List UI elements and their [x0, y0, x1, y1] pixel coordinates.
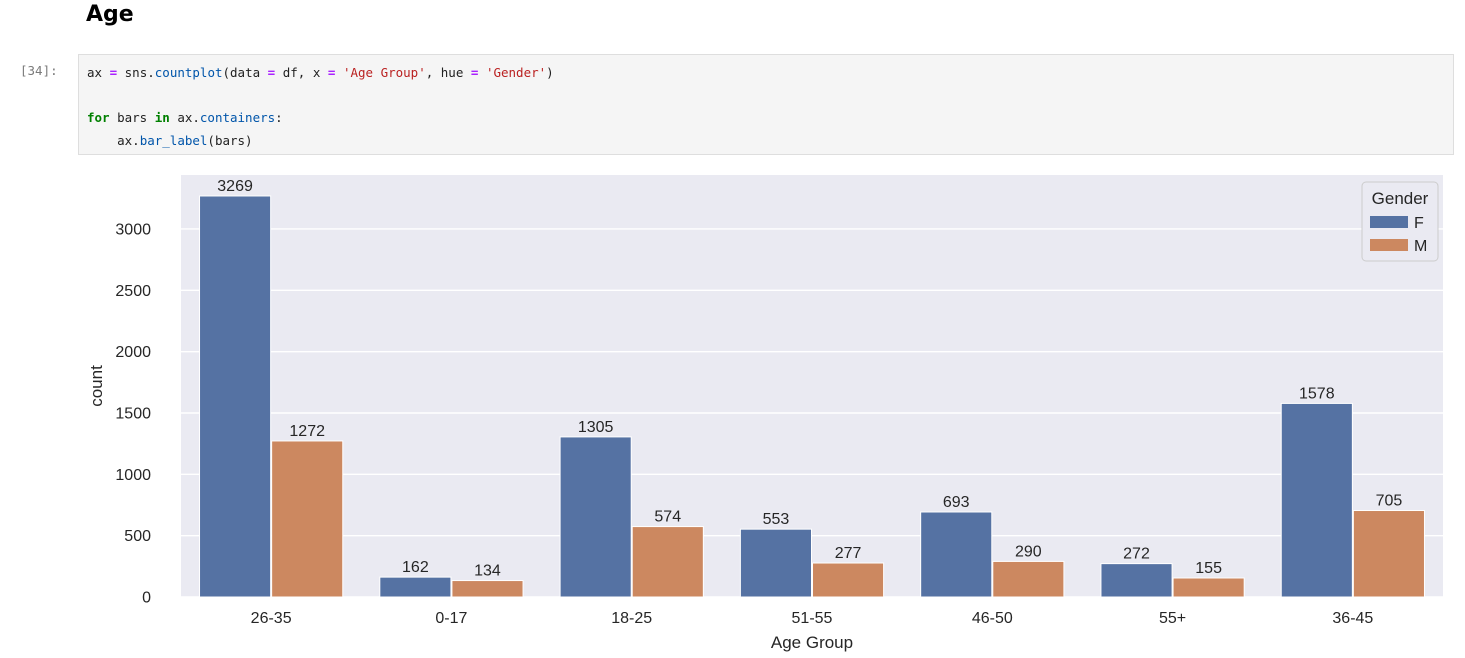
- y-tick-label: 3000: [115, 221, 151, 238]
- bar-M: [992, 560, 1065, 598]
- code-token: bars: [109, 110, 155, 125]
- code-token: ax: [87, 65, 103, 80]
- bar-M: [271, 440, 344, 598]
- bar-F: [1100, 563, 1173, 598]
- code-token: =: [267, 65, 276, 80]
- bar-value-label: 705: [1376, 493, 1403, 510]
- code-token: in: [154, 110, 170, 125]
- bar-F: [920, 511, 993, 598]
- code-token: =: [327, 65, 336, 80]
- x-axis-label: Age Group: [771, 633, 853, 652]
- code-line-4: ax.bar_label(bars): [87, 132, 253, 148]
- legend-swatch-F: [1370, 216, 1408, 228]
- code-token: 'Age Group': [342, 65, 426, 80]
- x-tick-label: 0-17: [435, 610, 467, 627]
- y-tick-label: 2000: [115, 344, 151, 361]
- bar-value-label: 162: [402, 559, 429, 576]
- legend-title: Gender: [1372, 189, 1429, 208]
- bar-value-label: 693: [943, 494, 970, 511]
- code-token: [335, 65, 343, 80]
- age-group-countplot: 0 500 1000 1500 2000 2500 3000 3269 1272 26-35 162…: [87, 175, 1443, 652]
- y-tick-label: 2500: [115, 283, 151, 300]
- code-line-3: for bars in ax.containers:: [87, 110, 283, 125]
- bar-value-label: 1305: [578, 419, 614, 436]
- bar-F: [379, 576, 452, 598]
- bar-value-label: 553: [763, 511, 790, 528]
- bar-value-label: 155: [1195, 560, 1222, 577]
- bar-M: [451, 580, 524, 598]
- y-tick-label: 0: [142, 590, 151, 607]
- bar-value-label: 272: [1123, 546, 1150, 563]
- code-token: =: [109, 65, 118, 80]
- cell-prompt: [34]:: [20, 63, 58, 78]
- y-tick-label: 500: [124, 528, 151, 545]
- code-line-1: ax = sns.countplot(data = df, x = 'Age G…: [87, 65, 554, 80]
- code-cell[interactable]: ax = sns.countplot(data = df, x = 'Age G…: [78, 54, 1454, 155]
- x-tick-label: 55+: [1159, 610, 1186, 627]
- code-token: ): [546, 65, 554, 80]
- code-token: ax.: [169, 110, 200, 125]
- bar-value-label: 574: [654, 509, 681, 526]
- bar-M: [631, 526, 704, 598]
- code-token: countplot: [154, 65, 223, 80]
- x-tick-label: 36-45: [1332, 610, 1373, 627]
- bar-M: [1352, 510, 1425, 598]
- code-token: df, x: [275, 65, 328, 80]
- section-heading: Age: [86, 2, 134, 27]
- code-token: containers: [199, 110, 276, 125]
- x-tick-label: 26-35: [251, 610, 292, 627]
- bar-value-label: 1272: [289, 423, 325, 440]
- code-token: for: [87, 110, 110, 125]
- plot-background: [181, 175, 1443, 597]
- bar-value-label: 277: [835, 545, 862, 562]
- code-token: 'Gender': [485, 65, 547, 80]
- code-token: (data: [222, 65, 268, 80]
- bar-value-label: 1578: [1299, 385, 1335, 402]
- legend-label: F: [1414, 215, 1424, 232]
- code-token: ax.: [87, 132, 140, 148]
- bar-value-label: 3269: [217, 178, 253, 195]
- code-token: :: [275, 110, 283, 125]
- y-tick-label: 1500: [115, 405, 151, 422]
- x-tick-label: 46-50: [972, 610, 1013, 627]
- bar-F: [739, 528, 813, 598]
- bar-M: [812, 562, 885, 598]
- y-axis-label: count: [87, 365, 106, 407]
- code-token: , hue: [425, 65, 471, 80]
- bar-value-label: 290: [1015, 543, 1042, 560]
- code-token: sns.: [124, 65, 155, 80]
- bar-M: [1172, 577, 1245, 598]
- x-tick-label: 51-55: [792, 610, 833, 627]
- bar-value-label: 134: [474, 563, 501, 580]
- code-token: [478, 65, 486, 80]
- bar-F: [1280, 402, 1353, 598]
- bar-F: [199, 195, 272, 598]
- legend-swatch-M: [1370, 239, 1408, 251]
- y-tick-label: 1000: [115, 467, 151, 484]
- legend-label: M: [1414, 238, 1427, 255]
- code-token: bar_label: [139, 132, 208, 148]
- code-token: =: [470, 65, 479, 80]
- bar-F: [559, 436, 632, 598]
- code-token: (bars): [207, 132, 253, 148]
- x-tick-label: 18-25: [611, 610, 652, 627]
